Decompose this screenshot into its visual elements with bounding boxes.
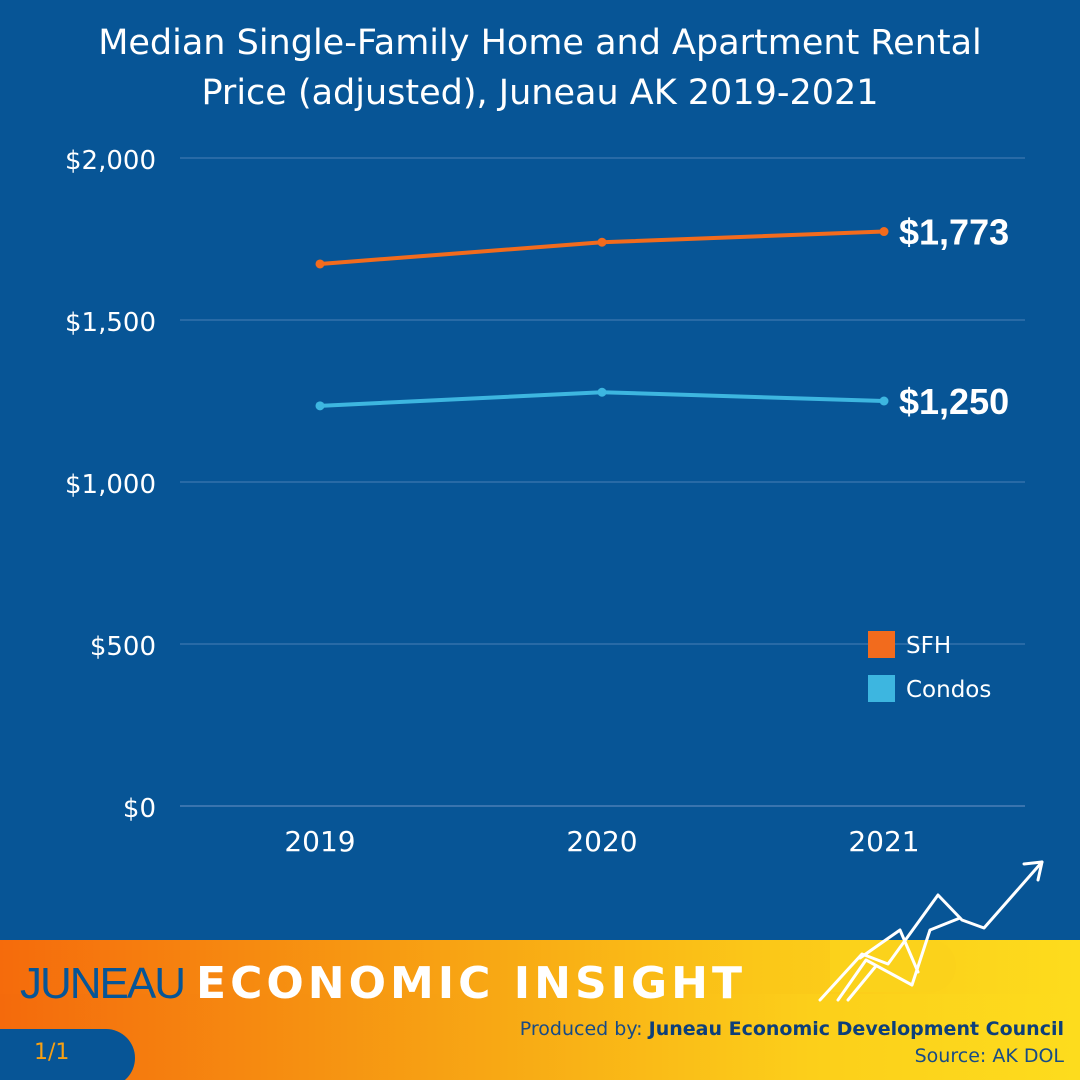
brand-juneau: JUNEAU [20,959,186,1008]
legend-swatch-condos [868,675,895,702]
data-point-condos [879,396,889,406]
chart-title-line-1: Median Single-Family Home and Apartment … [98,23,982,63]
source-note: Source: AK DOL [914,1045,1064,1067]
data-point-condos [315,401,325,411]
footer-banner: JUNEAU ECONOMIC INSIGHT 1/1 Produced by: … [0,940,1080,1080]
x-tick-label: 2020 [566,825,637,858]
footer-band [0,994,1080,1080]
x-tick-label: 2019 [284,825,355,858]
produced-by: Produced by: Juneau Economic Development… [520,1018,1064,1040]
legend-label-condos: Condos [906,677,991,703]
y-tick-label: $1,500 [65,308,156,338]
data-point-sfh [597,237,607,247]
y-tick-label: $1,000 [65,470,156,500]
data-point-condos [597,387,607,397]
legend-label-sfh: SFH [906,633,951,659]
data-point-sfh [315,259,325,269]
x-tick-label: 2021 [848,825,919,858]
line-chart: $0 $500 $1,000 $1,500 $2,000 2019 2020 2021 $1,7… [65,146,1025,858]
data-point-sfh [879,227,889,237]
chart-title: Median Single-Family Home and Apartment … [0,18,1080,118]
y-tick-label: $500 [90,632,156,662]
page-indicator: 1/1 [34,1040,70,1065]
brand-economic-insight: ECONOMIC INSIGHT [196,958,746,1009]
chart-title-line-2: Price (adjusted), Juneau AK 2019-2021 [201,73,879,113]
end-value-label-condos: $1,250 [899,381,1009,422]
brand-wordmark: JUNEAU ECONOMIC INSIGHT [20,958,746,1010]
produced-by-org: Juneau Economic Development Council [648,1018,1064,1040]
y-tick-label: $0 [123,794,156,824]
end-value-label-sfh: $1,773 [899,212,1009,253]
y-tick-label: $2,000 [65,146,156,176]
produced-by-prefix: Produced by: [519,1018,649,1040]
page-indicator-pill [0,1029,135,1080]
legend-swatch-sfh [868,631,895,658]
